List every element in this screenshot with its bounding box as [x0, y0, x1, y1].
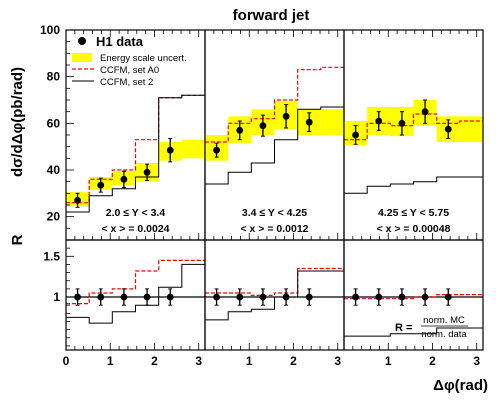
ratio-point [236, 293, 244, 301]
ratio-point [375, 293, 383, 301]
y-tick-label: 20 [47, 210, 61, 224]
ccfm-a0-line [205, 66, 344, 143]
y-range-label: 3.4 ≤ Y < 4.25 [242, 207, 307, 219]
data-point [236, 126, 244, 134]
legend-data-marker [78, 37, 86, 45]
ratio-legend-denominator: norm. data [421, 329, 467, 340]
ratio-point [166, 293, 174, 301]
y-tick-label: 1 [53, 290, 60, 304]
legend-a0-label: CCFM, set A0 [100, 65, 159, 76]
data-point [259, 122, 267, 130]
ratio-point [398, 293, 406, 301]
legend-h1-label: H1 data [96, 34, 144, 49]
ratio-legend-numerator: norm. MC [423, 315, 465, 326]
data-point [352, 131, 359, 139]
data-point [421, 108, 429, 116]
y-range-label: 4.25 ≤ Y < 5.75 [378, 207, 449, 219]
ratio-point [259, 293, 267, 301]
ratio-a0-line [344, 294, 483, 300]
y-tick-label: 40 [47, 163, 61, 177]
ratio-point [97, 293, 105, 301]
data-point [213, 146, 220, 154]
y-tick-label: 1.5 [43, 249, 60, 263]
x-tick-label: 2 [429, 354, 436, 368]
x-tick-label: 3 [473, 354, 480, 368]
ratio-point [282, 293, 290, 301]
ratio-point [143, 293, 151, 301]
x-tick-label: 1 [385, 354, 392, 368]
uncertainty-band [181, 139, 206, 159]
x-tick-label: 3 [195, 354, 202, 368]
x-tick-label: 2 [290, 354, 297, 368]
ratio-point [421, 293, 429, 301]
data-point [97, 181, 105, 189]
chart-title: forward jet [233, 7, 310, 24]
ratio-point [305, 293, 313, 301]
plot-area: 2.0 ≤ Y < 3.4 < x > = 0.0024 0 1 2 3 3.4 ≤ Y <… [40, 23, 484, 368]
x-tick-label: 0 [63, 354, 70, 368]
y-range-label: 2.0 ≤ Y < 3.4 [106, 207, 166, 219]
mean-x-label: < x > = 0.0024 [101, 223, 169, 235]
legend-set2-label: CCFM, set 2 [100, 77, 153, 88]
ccfm-set2-line [205, 106, 344, 185]
ratio-point [74, 293, 81, 301]
ratio-point [352, 293, 359, 301]
x-axis-label: Δφ(rad) [433, 377, 488, 394]
ratio-point [444, 293, 452, 301]
y-tick-label: 100 [40, 23, 60, 37]
ratio-a0-line [66, 259, 205, 305]
ratio-panel-frame [65, 239, 206, 351]
ratio-panel-frame [343, 239, 484, 351]
ratio-set2-line [344, 327, 483, 337]
ratio-legend-prefix: R = [395, 322, 412, 334]
ratio-set2-line [205, 270, 344, 321]
ratio-point [120, 293, 128, 301]
legend-band-label: Energy scale uncert. [100, 53, 187, 64]
y-tick-label: 80 [47, 70, 61, 84]
y-tick-label: 60 [47, 116, 61, 130]
ratio-point [213, 293, 220, 301]
mean-x-label: < x > = 0.00048 [377, 223, 451, 235]
data-point [375, 117, 383, 125]
y-axis-label-bottom: R [9, 234, 26, 245]
ccfm-a0-line [344, 113, 483, 141]
x-tick-label: 2 [151, 354, 158, 368]
data-point [305, 118, 313, 126]
data-point [398, 119, 406, 127]
ratio-set2-line [66, 263, 205, 324]
y-axis-label-top: dσ/dΔφ(pb/rad) [9, 67, 26, 177]
data-point [143, 168, 151, 176]
data-point [166, 146, 174, 154]
ccfm-a0-line [66, 94, 205, 204]
ccfm-set2-line [66, 94, 205, 213]
data-point [282, 112, 290, 120]
mean-x-label: < x > = 0.0012 [240, 223, 308, 235]
uncertainty-band [320, 109, 345, 135]
legend-band-swatch [72, 53, 92, 62]
x-tick-label: 1 [107, 354, 114, 368]
ratio-a0-line [205, 267, 344, 296]
data-point [444, 125, 452, 133]
ccfm-set2-line [344, 176, 483, 194]
uncertainty-band [459, 116, 484, 142]
x-tick-label: 1 [246, 354, 253, 368]
data-point [74, 196, 81, 204]
x-tick-label: 3 [334, 354, 341, 368]
data-point [120, 175, 128, 183]
